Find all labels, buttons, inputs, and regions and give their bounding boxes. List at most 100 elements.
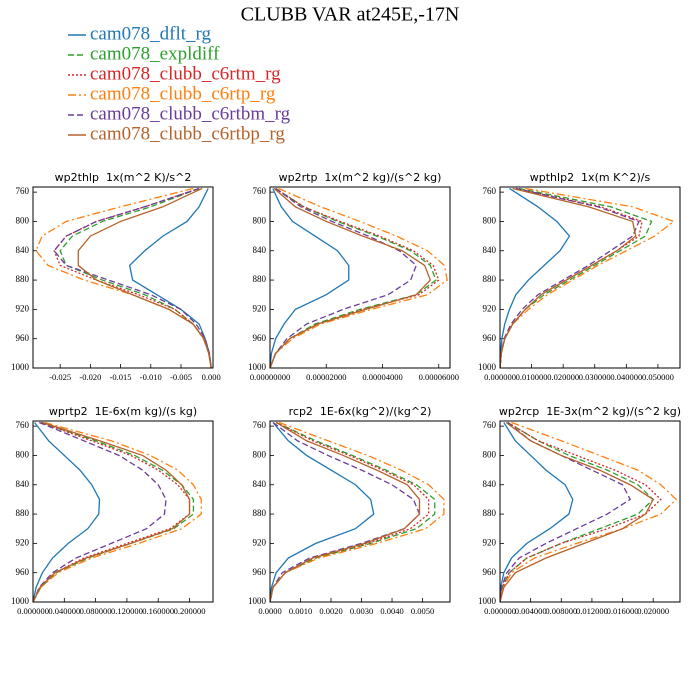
y-tick-label: 880 [253, 508, 267, 518]
y-tick-label: 1000 [478, 362, 497, 372]
x-tick-label: 0.040000 [48, 606, 80, 616]
profile-line [77, 187, 212, 368]
x-tick-label: 0.00004000 [362, 372, 402, 382]
panel-title: wp2rtp 1x(m^2 kg)/(s^2 kg) [279, 171, 442, 184]
plot-frame [32, 420, 214, 603]
y-tick-label: 920 [483, 303, 497, 313]
x-tick-label: 0.0050 [411, 606, 434, 616]
x-tick-label: 0.020000 [547, 372, 579, 382]
y-tick-label: 920 [483, 537, 497, 547]
panel-title: wpthlp2 1x(m K^2)/s [530, 171, 651, 184]
x-tick-label: 0.040000 [610, 372, 642, 382]
y-tick-label: 1000 [11, 362, 30, 372]
series-group [270, 421, 445, 602]
x-tick-label: 0.012000 [576, 606, 608, 616]
x-tick-label: 0.000 [202, 372, 221, 382]
y-tick-label: 960 [16, 333, 30, 343]
y-tick-label: 840 [483, 479, 497, 489]
y-tick-label: 840 [16, 479, 30, 489]
x-tick-label: 0.160000 [142, 606, 174, 616]
y-tick-label: 1000 [248, 362, 267, 372]
profile-line [500, 187, 637, 368]
y-tick-label: 800 [483, 216, 497, 226]
profile-line [270, 421, 421, 602]
series-group [270, 187, 448, 368]
y-tick-label: 880 [253, 274, 267, 284]
plot-frame [269, 420, 451, 603]
y-tick-label: 840 [253, 479, 267, 489]
legend-label: cam078_clubb_c6rtbm_rg [90, 103, 291, 124]
x-tick-label: 0.0030 [350, 606, 373, 616]
x-tick-label: 0.010000 [516, 372, 548, 382]
profile-line [500, 421, 678, 602]
y-tick-label: 880 [483, 274, 497, 284]
y-tick-label: 960 [253, 333, 267, 343]
y-tick-label: 920 [16, 537, 30, 547]
y-tick-label: 920 [253, 537, 267, 547]
figure-title: CLUBB VAR at245E,-17N [241, 4, 460, 26]
y-tick-label: 960 [483, 333, 497, 343]
y-tick-label: 880 [483, 508, 497, 518]
profile-line [270, 188, 350, 368]
series-group [500, 421, 678, 602]
x-tick-label: 0.200000 [174, 606, 206, 616]
y-tick-label: 800 [253, 216, 267, 226]
x-tick-label: 0.000000 [484, 606, 516, 616]
legend-label: cam078_expldiff [90, 43, 220, 64]
x-tick-label: 0.050000 [642, 372, 674, 382]
plot-frame [269, 186, 451, 369]
y-tick-label: 1000 [478, 596, 497, 606]
plot-frame [499, 420, 681, 603]
panel: rcp2 1E-6x(kg^2)/(kg^2) 760 800 840 880 920 96… [248, 405, 451, 616]
panel: wp2rtp 1x(m^2 kg)/(s^2 kg) 760 800 840 880 92… [248, 171, 459, 382]
legend-label: cam078_dflt_rg [90, 23, 212, 44]
y-tick-label: 800 [16, 450, 30, 460]
x-tick-label: 0.00006000 [419, 372, 459, 382]
y-tick-label: 920 [16, 303, 30, 313]
panel: wp2rcp 1E-3x(m^2 kg)/(s^2 kg)760 800 840 88… [478, 405, 681, 616]
profile-line [500, 421, 655, 602]
y-tick-label: 760 [483, 186, 497, 196]
panel-title: rcp2 1E-6x(kg^2)/(kg^2) [289, 405, 432, 418]
y-tick-label: 880 [16, 274, 30, 284]
x-tick-label: 0.0000 [258, 606, 281, 616]
x-tick-label: -0.020 [79, 372, 101, 382]
panel: wprtp2 1E-6x(m kg)/(s kg) 760 800 840 880 920… [11, 405, 214, 616]
profile-line [500, 422, 574, 602]
x-tick-label: 0.008000 [545, 606, 577, 616]
x-tick-label: 0.0010 [289, 606, 312, 616]
x-tick-label: -0.010 [140, 372, 162, 382]
plot-frame [499, 186, 681, 369]
profile-line [500, 187, 571, 368]
profile-line [270, 187, 437, 368]
profile-line [270, 187, 448, 368]
legend-label: cam078_clubb_c6rtp_rg [90, 83, 276, 104]
x-tick-label: 0.030000 [579, 372, 611, 382]
x-tick-label: -0.005 [170, 372, 192, 382]
y-tick-label: 760 [16, 186, 30, 196]
x-tick-label: 0.0020 [319, 606, 342, 616]
x-tick-label: -0.015 [110, 372, 132, 382]
panel-title: wp2rcp 1E-3x(m^2 kg)/(s^2 kg) [499, 405, 681, 418]
profile-line [500, 421, 655, 602]
x-tick-label: 0.00000000 [250, 372, 290, 382]
x-tick-label: 0.004000 [515, 606, 547, 616]
x-tick-label: 0.080000 [80, 606, 112, 616]
series-group [35, 187, 212, 368]
y-tick-label: 960 [483, 567, 497, 577]
y-tick-label: 960 [253, 567, 267, 577]
y-tick-label: 880 [16, 508, 30, 518]
plot-frame [32, 186, 214, 369]
series-group [500, 187, 676, 368]
legend-label: cam078_clubb_c6rtm_rg [90, 63, 281, 84]
panel: wp2thlp 1x(m^2 K)/s^2 760 800 840 880 920 960 1… [11, 171, 221, 382]
profile-line [128, 188, 212, 368]
profile-line [33, 421, 202, 602]
y-tick-label: 760 [253, 186, 267, 196]
y-tick-label: 800 [483, 450, 497, 460]
profile-line [500, 421, 662, 602]
y-tick-label: 800 [16, 216, 30, 226]
